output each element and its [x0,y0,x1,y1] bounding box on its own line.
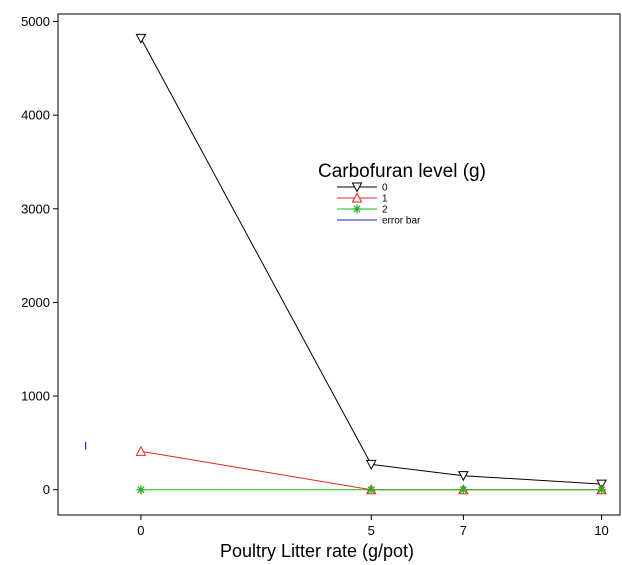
data-point [365,459,377,471]
legend-marker [352,204,362,214]
legend-label: 0 [382,183,388,194]
y-tick-label: 0 [43,482,50,497]
data-point [135,33,147,44]
legend-marker [351,192,363,203]
y-tick-label: 5000 [21,14,50,29]
series-layer [135,33,607,495]
x-tick-label: 0 [137,523,144,538]
x-axis: 0 5 7 10 [137,515,609,538]
legend-label: error bar [382,216,421,227]
series-line [140,38,602,485]
plot-frame [57,13,621,516]
legend-item: 0 [337,182,388,194]
legend-title: Carbofuran level (g) [318,161,486,182]
series-0 [135,33,607,490]
data-point [597,485,607,495]
legend-marker [351,182,363,193]
legend-label: 1 [382,194,388,205]
series-line [140,450,602,491]
legend-item: 1 [337,192,388,205]
x-tick-label: 7 [460,523,467,538]
data-point [458,485,468,495]
x-axis-title: Poultry Litter rate (g/pot) [220,541,414,561]
y-axis: 0 1000 2000 3000 4000 5000 [21,14,58,497]
data-point [458,471,469,482]
legend-item: 2 [337,204,388,216]
legend-item: error bar [337,216,421,227]
legend-label: 2 [382,205,388,216]
y-tick-label: 3000 [21,201,50,216]
y-tick-label: 2000 [21,295,50,310]
y-tick-label: 1000 [21,389,50,404]
x-tick-label: 10 [594,523,608,538]
data-point [366,485,376,495]
x-tick-label: 5 [368,523,375,538]
data-point [135,445,147,456]
series-2 [136,485,607,495]
data-point [136,485,146,495]
y-tick-label: 4000 [21,108,50,123]
